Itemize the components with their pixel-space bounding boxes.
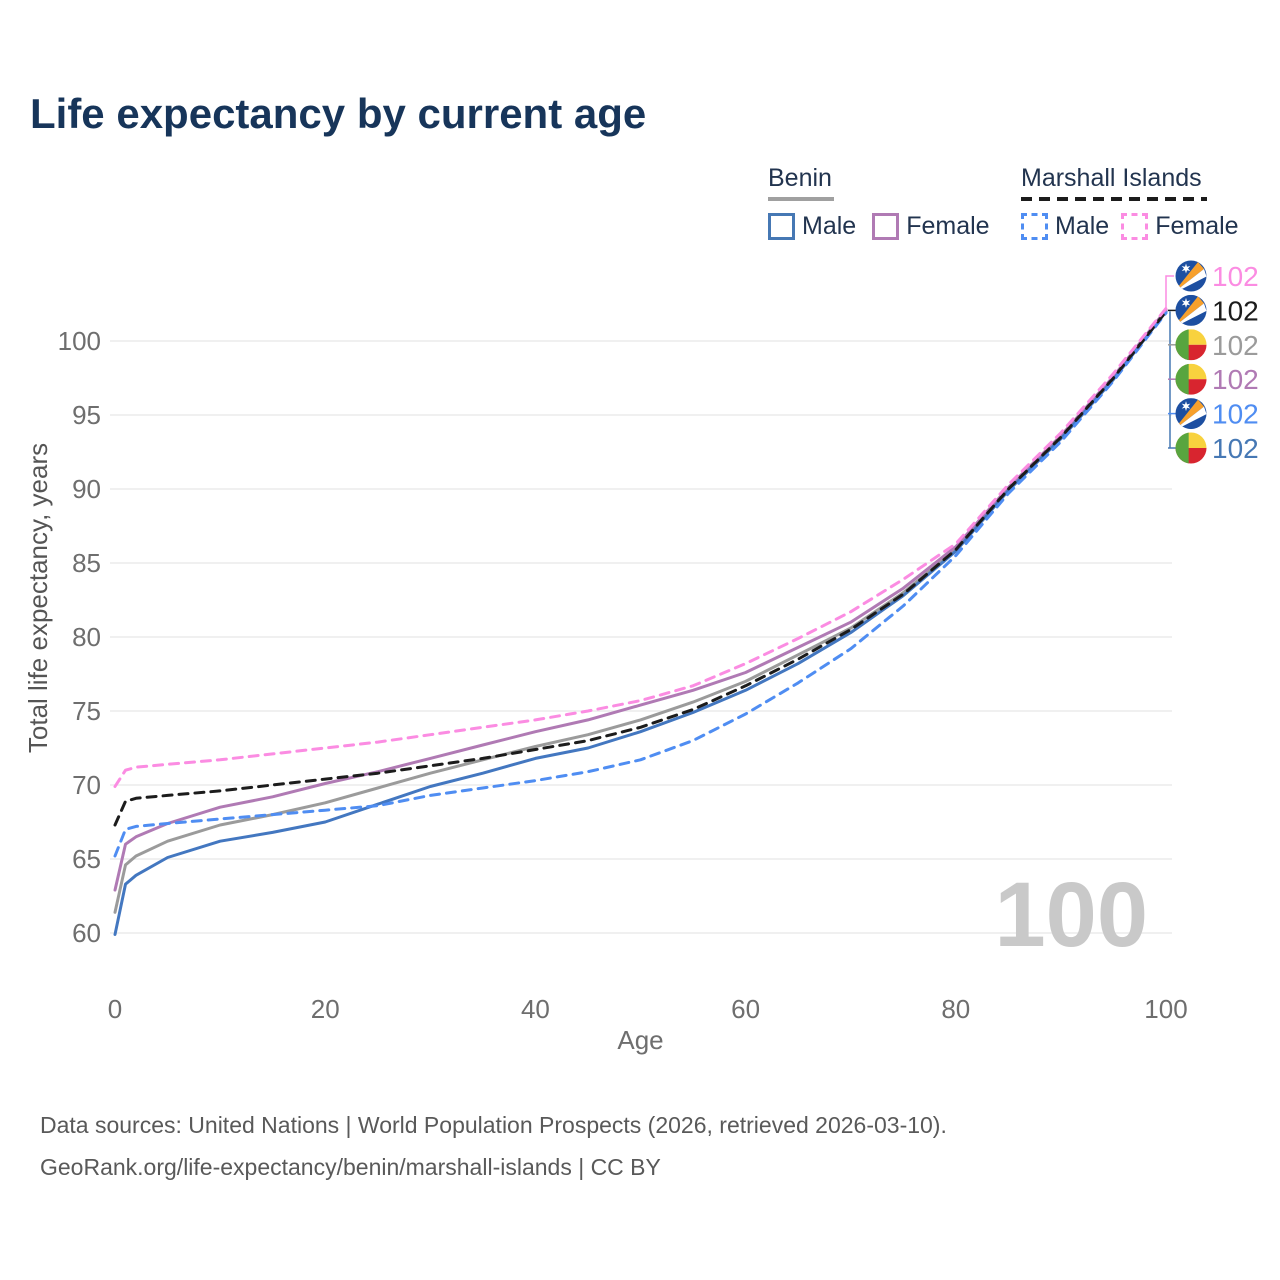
legend-label: Male xyxy=(802,212,857,240)
flag-icon-benin xyxy=(1175,329,1207,361)
legend-label: Female xyxy=(906,212,990,240)
age-watermark: 100 xyxy=(995,864,1149,966)
x-tick-label: 40 xyxy=(521,994,550,1024)
y-tick-label: 75 xyxy=(72,696,101,726)
x-tick-label: 80 xyxy=(941,994,970,1024)
legend-label: Male xyxy=(1055,212,1110,240)
legend-group-marshall-islands: Marshall Islands Male Female xyxy=(1021,164,1239,241)
series-line-benin-total xyxy=(113,309,1168,914)
data-sources-text: Data sources: United Nations | World Pop… xyxy=(40,1112,947,1138)
y-axis-title: Total life expectancy, years xyxy=(23,443,53,753)
end-value-marshall-islands-total: 102 xyxy=(1212,295,1259,326)
x-tick-label: 0 xyxy=(108,994,122,1024)
benin-male-checkbox[interactable] xyxy=(768,213,795,240)
flag-icon-marshall-islands xyxy=(1175,294,1207,326)
x-tick-label: 20 xyxy=(311,994,340,1024)
benin-line-style-sample xyxy=(768,197,834,201)
legend-item-marshall-islands-male[interactable]: Male xyxy=(1021,212,1109,241)
legend-item-marshall-islands-female[interactable]: Female xyxy=(1121,212,1239,241)
marshall-islands-line-style-sample xyxy=(1021,197,1207,201)
series-line-benin-female xyxy=(113,308,1168,892)
x-tick-label: 60 xyxy=(731,994,760,1024)
series-line-marshall-islands-male xyxy=(113,311,1168,858)
marshall-islands-male-checkbox[interactable] xyxy=(1021,213,1048,240)
attribution-text: GeoRank.org/life-expectancy/benin/marsha… xyxy=(40,1154,661,1180)
y-tick-label: 80 xyxy=(72,622,101,652)
benin-female-checkbox[interactable] xyxy=(872,213,900,240)
y-tick-label: 100 xyxy=(58,326,101,356)
flag-icon-benin xyxy=(1175,432,1207,464)
y-tick-label: 70 xyxy=(72,770,101,800)
end-value-benin-male: 102 xyxy=(1212,433,1259,464)
flag-icon-benin xyxy=(1175,363,1207,395)
end-value-benin-total: 102 xyxy=(1212,330,1259,361)
series-line-marshall-islands-female xyxy=(113,306,1168,788)
legend-country-benin: Benin xyxy=(768,164,832,192)
series-line-benin-male xyxy=(113,309,1168,936)
series-line-marshall-islands-total xyxy=(113,309,1168,827)
y-tick-label: 65 xyxy=(72,844,101,874)
y-tick-label: 60 xyxy=(72,918,101,948)
legend-item-benin-female[interactable]: Female xyxy=(872,212,990,241)
page-title: Life expectancy by current age xyxy=(30,90,647,137)
legend-item-benin-male[interactable]: Male xyxy=(768,212,856,241)
y-tick-label: 95 xyxy=(72,400,101,430)
legend-country-marshall-islands: Marshall Islands xyxy=(1021,164,1202,192)
end-value-benin-female: 102 xyxy=(1212,364,1259,395)
y-tick-label: 90 xyxy=(72,474,101,504)
flag-icon-marshall-islands xyxy=(1175,398,1207,430)
footer: Data sources: United Nations | World Pop… xyxy=(40,1104,947,1188)
legend-group-benin: Benin Male Female xyxy=(768,164,990,241)
marshall-islands-female-checkbox[interactable] xyxy=(1121,213,1149,240)
flag-icon-marshall-islands xyxy=(1175,260,1207,292)
label-connector xyxy=(1165,275,1174,312)
y-tick-label: 85 xyxy=(72,548,101,578)
x-axis-title: Age xyxy=(617,1025,663,1055)
end-value-marshall-islands-female: 102 xyxy=(1212,261,1259,292)
x-tick-label: 100 xyxy=(1144,994,1187,1024)
legend-label: Female xyxy=(1155,212,1239,240)
end-value-marshall-islands-male: 102 xyxy=(1212,399,1259,430)
